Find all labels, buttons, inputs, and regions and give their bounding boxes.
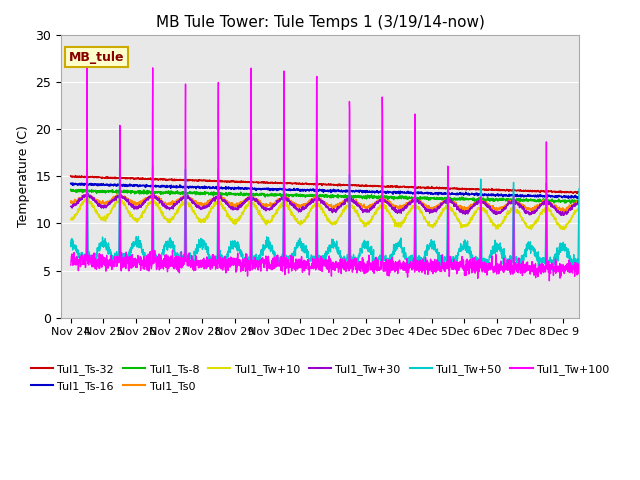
Legend: Tul1_Ts-32, Tul1_Ts-16, Tul1_Ts-8, Tul1_Ts0, Tul1_Tw+10, Tul1_Tw+30, Tul1_Tw+50,: Tul1_Ts-32, Tul1_Ts-16, Tul1_Ts-8, Tul1_… [26,360,614,396]
Y-axis label: Temperature (C): Temperature (C) [17,125,29,228]
Text: MB_tule: MB_tule [68,51,124,64]
Title: MB Tule Tower: Tule Temps 1 (3/19/14-now): MB Tule Tower: Tule Temps 1 (3/19/14-now… [156,15,484,30]
